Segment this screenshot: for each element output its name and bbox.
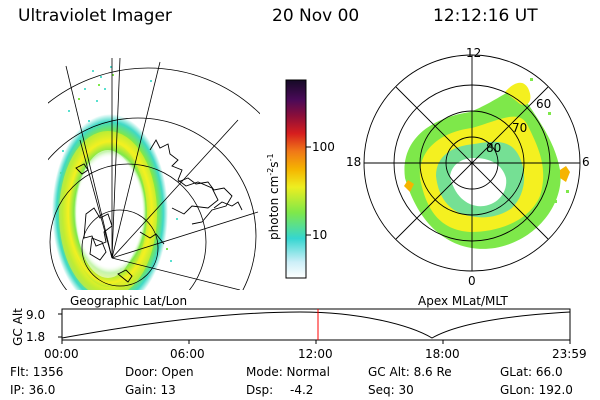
unit-exponent-s: -1: [266, 153, 275, 162]
timeline-ytick-low: 1.8: [26, 330, 46, 344]
colorbar-unit-label: photon cm-2s-1: [266, 153, 281, 240]
timeline-xtick-1800: 18:00: [425, 347, 460, 361]
mlt-label-18: 18: [346, 155, 362, 169]
polar-plot: [363, 54, 581, 272]
mlt-label-6: 6: [582, 155, 590, 169]
coastlines: [75, 139, 243, 283]
flight-number: Flt: 1356: [10, 365, 64, 379]
ip-value: IP: 36.0: [10, 383, 56, 397]
lat-label-80: 80: [486, 141, 502, 155]
gc-altitude: GC Alt: 8.6 Re: [368, 365, 452, 379]
instrument-title: Ultraviolet Imager: [18, 6, 172, 26]
timeline-ylabel: GC Alt: [11, 308, 25, 346]
gain-value: Gain: 13: [125, 383, 176, 397]
colorbar-tick-10: 10: [312, 228, 328, 242]
altitude-timeline: [58, 308, 571, 344]
geo-latitude: GLat: 66.0: [500, 365, 563, 379]
timeline-xtick-0000: 00:00: [44, 347, 79, 361]
time-label: 12:12:16 UT: [433, 6, 538, 26]
timeline-xtick-2359: 23:59: [552, 347, 587, 361]
lat-label-70: 70: [512, 121, 528, 135]
sequence-number: Seq: 30: [368, 383, 414, 397]
timeline-xtick-0600: 06:00: [170, 347, 205, 361]
mlt-label-12: 12: [466, 46, 482, 60]
dsp-value: -4.2: [290, 383, 314, 397]
unit-base: photon cm: [267, 175, 281, 240]
left-panel-caption: Geographic Lat/Lon: [70, 294, 188, 308]
mode-status: Mode: Normal: [246, 365, 330, 379]
dsp-label: Dsp:: [246, 383, 274, 397]
altitude-curve: [61, 311, 571, 339]
timeline-ytick-high: 9.0: [26, 308, 46, 322]
colorbar: [285, 79, 311, 279]
right-panel-caption: Apex MLat/MLT: [418, 294, 508, 308]
polar-grid: [363, 54, 581, 272]
lat-label-60: 60: [536, 97, 552, 111]
longitude-grid: [65, 58, 259, 290]
unit-seconds: s: [267, 161, 281, 168]
latitude-grid: [48, 67, 260, 290]
mlt-label-0: 0: [468, 274, 476, 288]
door-status: Door: Open: [125, 365, 194, 379]
date-label: 20 Nov 00: [272, 6, 360, 26]
colorbar-tick-100: 100: [312, 140, 335, 154]
timeline-xtick-1200: 12:00: [298, 347, 333, 361]
unit-exponent-cm: -2: [266, 167, 275, 176]
geo-longitude: GLon: 192.0: [500, 383, 573, 397]
geographic-map: [48, 58, 260, 290]
